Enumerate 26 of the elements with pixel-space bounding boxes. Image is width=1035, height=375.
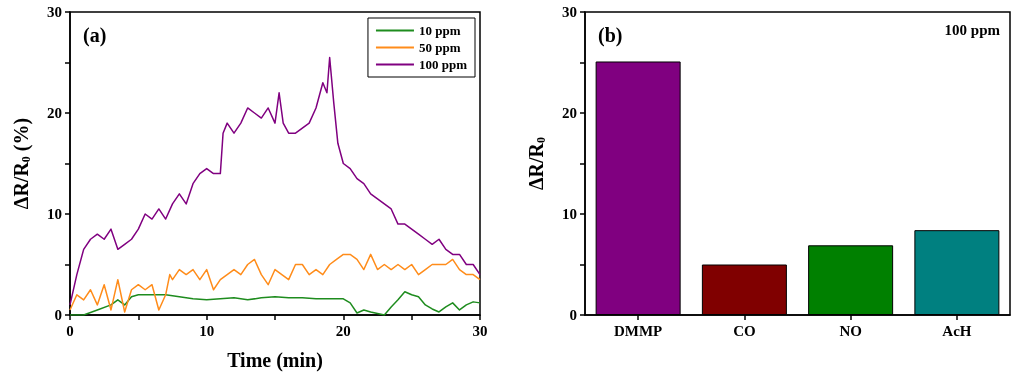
text: (a) bbox=[83, 24, 107, 47]
annotation: 100 ppm bbox=[944, 21, 1001, 38]
legend-label: 50 ppm bbox=[418, 40, 461, 55]
y-tick-label: 20 bbox=[562, 105, 577, 121]
x-tick-label: AcH bbox=[942, 322, 972, 339]
x-tick-label: NO bbox=[839, 322, 862, 339]
y-tick-label: 0 bbox=[569, 307, 577, 323]
y-axis-title: ΔR/R0 bbox=[525, 137, 548, 190]
x-tick-label: 20 bbox=[335, 322, 351, 339]
legend-label: 100 ppm bbox=[418, 57, 468, 72]
text: (b) bbox=[598, 24, 623, 47]
x-tick-label: 0 bbox=[66, 322, 74, 339]
x-axis-title: Time (min) bbox=[227, 349, 323, 372]
y-tick-label: 10 bbox=[562, 206, 577, 222]
y-tick-label: 30 bbox=[47, 4, 62, 20]
x-tick-label: DMMP bbox=[613, 322, 663, 339]
y-tick-label: 10 bbox=[47, 206, 62, 222]
y-tick-label: 30 bbox=[562, 4, 577, 20]
y-tick-label: 0 bbox=[54, 307, 62, 323]
x-tick-label: CO bbox=[733, 322, 756, 339]
x-tick-label: 30 bbox=[472, 322, 488, 339]
legend-label: 10 ppm bbox=[418, 23, 461, 38]
y-tick-label: 20 bbox=[47, 105, 62, 121]
x-tick-label: 10 bbox=[199, 322, 215, 339]
y-axis-title: ΔR/R0 (%) bbox=[10, 117, 33, 210]
line-series bbox=[69, 56, 481, 306]
